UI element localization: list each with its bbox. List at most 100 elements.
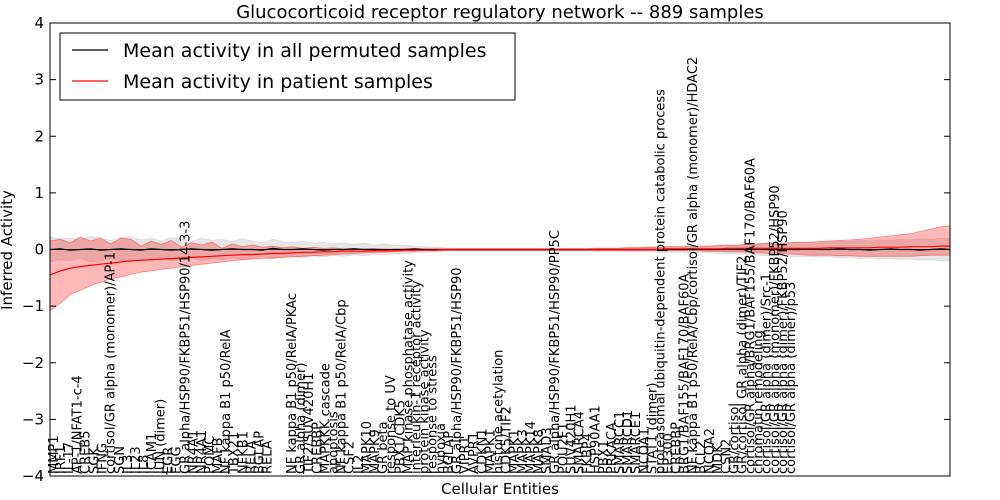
x-tick-label: VIPR1 bbox=[458, 436, 473, 474]
legend-label-permuted: Mean activity in all permuted samples bbox=[123, 40, 486, 62]
legend-box bbox=[59, 32, 516, 101]
x-tick-label: SMAD3 bbox=[540, 427, 555, 474]
x-tick-label: interleukin-1 receptor activity bbox=[409, 280, 424, 474]
x-tick-label: RELA bbox=[261, 440, 276, 474]
x-tick-label: SMARCC1 bbox=[613, 411, 628, 474]
x-tick-label: MAP kinase phosphatase activity bbox=[401, 260, 416, 474]
x-tick-label: BGLAP bbox=[253, 431, 268, 474]
x-tick-label: CREB5 bbox=[78, 430, 93, 474]
x-tick-label: NCOA1 bbox=[637, 428, 652, 474]
y-axis-ticks: −4 −3 −2 −1 0 1 2 3 4 bbox=[22, 14, 950, 485]
x-tick-label: MDK bbox=[711, 444, 726, 474]
x-tick-label: cortisol/GR alpha (dimer)/Src-1 bbox=[760, 273, 775, 474]
x-tick-label: NCOA2 bbox=[703, 428, 718, 474]
y-tick-label: 2 bbox=[34, 127, 44, 145]
x-tick-label: hypoxia bbox=[434, 423, 449, 474]
x-tick-label: CREBBP bbox=[310, 422, 325, 474]
x-tick-label: IFNG bbox=[96, 443, 111, 474]
x-tick-label: FGG bbox=[170, 446, 185, 474]
x-tick-label: GR/cortisol bbox=[727, 403, 742, 474]
x-tick-label: PRKACA bbox=[605, 422, 620, 474]
x-tick-label: histone acetylation bbox=[491, 350, 506, 474]
x-tick-label: BGLAP bbox=[442, 431, 457, 474]
legend-label-patient: Mean activity in patient samples bbox=[123, 71, 433, 93]
x-tick-label: MAPK3 bbox=[516, 429, 531, 474]
y-tick-label: 3 bbox=[34, 71, 44, 89]
x-tick-label: HSP90AA1 bbox=[589, 405, 604, 474]
legend: Mean activity in all permuted samples Me… bbox=[59, 32, 516, 101]
x-tick-label: SGN bbox=[113, 446, 128, 474]
x-tick-label: SMARCD1 bbox=[621, 410, 636, 474]
y-axis-label: Inferred Activity bbox=[0, 190, 16, 310]
x-tick-label: POU2F1 bbox=[556, 422, 571, 474]
x-tick-label: proteasomal ubiquitin-dependent protein … bbox=[653, 89, 668, 474]
x-tick-label: SUV420H1 bbox=[564, 404, 579, 474]
x-tick-label: cortisol/GR alpha (dimer)/FKBP52/HSP90 bbox=[776, 210, 791, 474]
x-tick-label: chromatin remodeling bbox=[752, 330, 767, 474]
x-tick-label: GR alpha/HSP90/FKBP51/HSP90 bbox=[450, 267, 465, 474]
x-tick-label: MAPK9 bbox=[368, 429, 383, 474]
x-tick-label: MAPK8 bbox=[532, 429, 547, 474]
x-tick-label: RELA bbox=[244, 440, 259, 474]
x-tick-label: GR beta bbox=[376, 421, 391, 474]
x-tick-label: NF kappa B1 p50/RelA/Cbp bbox=[335, 299, 350, 474]
x-tick-label: ICAM1 bbox=[145, 433, 160, 474]
chart-title: Glucocorticoid receptor regulatory netwo… bbox=[236, 2, 764, 23]
x-tick-label: NR4A1 bbox=[195, 430, 210, 474]
x-tick-label: cortisol/GR alpha (dimer)/p53 bbox=[784, 282, 799, 474]
x-tick-label: NF kappa B1 p50/RelA/Cbp/cortisol/GR alp… bbox=[686, 57, 701, 474]
x-tick-label: JUN (dimer) bbox=[153, 399, 168, 475]
x-tick-label: GR alpha/HSP90/FKBP51/HSP90/PP5C bbox=[548, 230, 563, 474]
x-tick-label: NF kappa B1 p50/RelA/PKAc bbox=[285, 293, 300, 474]
x-tick-label: cortisol/GR alpha/BRG1/BAF155/BAF170/BAF… bbox=[744, 158, 759, 474]
y-tick-label: 1 bbox=[34, 184, 44, 202]
x-tick-label: IL8 bbox=[137, 455, 152, 474]
x-tick-label: IRF1 bbox=[54, 445, 69, 474]
x-tick-label: IL23 bbox=[129, 446, 144, 474]
x-tick-label: TBX21 bbox=[227, 432, 242, 475]
x-tick-label: EP300 bbox=[662, 433, 677, 474]
x-tick-label: NFKB1 bbox=[236, 431, 251, 474]
y-tick-label: 0 bbox=[34, 241, 44, 259]
x-tick-label: BRG1/BAF155/BAF170/BAF60A bbox=[678, 274, 693, 474]
x-tick-label: EGR bbox=[161, 447, 176, 474]
x-tick-label: SMARCE1 bbox=[629, 412, 644, 474]
x-tick-label: TIF2/SUV420H1 bbox=[302, 373, 317, 475]
y-tick-label: 4 bbox=[34, 14, 44, 32]
x-tick-label: CSF2 bbox=[343, 441, 358, 474]
y-tick-label: −3 bbox=[22, 410, 44, 428]
x-tick-label: IL-17 bbox=[62, 442, 77, 474]
x-tick-label: MAPKKK cascade bbox=[318, 363, 333, 474]
x-tick-label: BCL2 bbox=[694, 441, 709, 474]
x-tick-label: SGK bbox=[88, 447, 103, 474]
y-tick-label: −1 bbox=[22, 297, 44, 315]
x-tick-label: AVPR1 bbox=[467, 432, 482, 474]
x-tick-label: CDKN1 bbox=[475, 428, 490, 474]
x-tick-label: MAPK1 bbox=[508, 429, 523, 474]
x-tick-label: MAPK10 bbox=[360, 421, 375, 474]
x-tick-label: MAFB bbox=[211, 437, 226, 474]
x-axis-label: Cellular Entities bbox=[441, 480, 559, 498]
x-tick-label: cortisol/GR alpha (monomer)/FKBP52/HSP90 bbox=[768, 185, 783, 474]
x-tick-label: apoptosis bbox=[326, 411, 341, 474]
x-tick-label: PBX1 bbox=[597, 440, 612, 474]
series-lines bbox=[49, 245, 951, 276]
x-tick-label: IL3 bbox=[121, 455, 136, 474]
x-tick-label: GR alpha/HSP90/FKBP51/HSP90/14-3-3 bbox=[179, 221, 194, 474]
x-tick-label: NR4A1 bbox=[187, 430, 202, 474]
x-tick-label: NF kappa B1 p50/RelA bbox=[219, 329, 234, 474]
x-tick-label: SMARCA4 bbox=[572, 411, 587, 474]
x-tick-label: MMP1 bbox=[47, 435, 62, 474]
x-tick-label: response to stress bbox=[426, 355, 441, 474]
x-tick-labels: MMP1IRF1IL-17AP-1/NFAT1-c-4CREB5SGKIFNGc… bbox=[47, 57, 799, 475]
x-tick-label: response to UV bbox=[384, 375, 399, 474]
x-tick-label: GR alpha (dimer) bbox=[294, 363, 309, 474]
x-tick-label: FKBP4 bbox=[581, 433, 596, 474]
x-tick-label: IL2 bbox=[352, 455, 367, 474]
x-tick-label: cortisol/GR alpha (monomer)/AP-1 bbox=[104, 252, 119, 474]
x-tick-label: MAPK14 bbox=[524, 421, 539, 474]
y-tick-label: −2 bbox=[22, 354, 44, 372]
x-tick-label: POMC bbox=[203, 436, 218, 474]
x-tick-label: protein kinase activity bbox=[418, 329, 433, 474]
